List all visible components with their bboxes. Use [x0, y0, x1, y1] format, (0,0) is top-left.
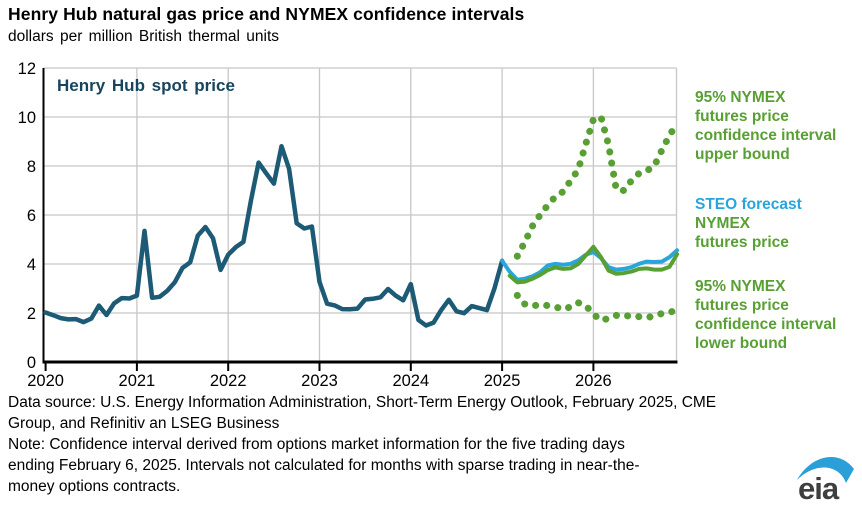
x-tick-label: 2026: [575, 372, 612, 390]
footer-notes: Data source: U.S. Energy Information Adm…: [8, 392, 716, 497]
y-tick-label: 2: [27, 305, 36, 323]
y-tick-label: 4: [27, 256, 36, 274]
y-tick-label: 0: [27, 354, 36, 372]
x-tick-label: 2021: [119, 372, 156, 390]
y-tick-label: 6: [27, 207, 36, 225]
data-source-line: Data source: U.S. Energy Information Adm…: [8, 394, 717, 411]
nymex-futures-line: [507, 244, 680, 285]
x-tick-label: 2022: [210, 372, 247, 390]
upper-bound-annotation-line: futures price: [695, 108, 789, 125]
lower-bound-annotation-line: lower bound: [695, 335, 788, 352]
x-tick-label: 2020: [27, 372, 64, 390]
spot-price-label: Henry Hub spot price: [57, 76, 235, 95]
x-tick-label: 2025: [484, 372, 521, 390]
upper-bound-annotation: 95% NYMEX futures price confidence inter…: [695, 88, 862, 164]
upper-bound-annotation-line: confidence interval: [695, 127, 837, 144]
eia-logo-swoosh: [797, 457, 854, 483]
eia-logo: eia: [797, 457, 854, 506]
note-line: Note: Confidence interval derived from o…: [8, 436, 625, 453]
upper-bound-dotted-line: [513, 113, 681, 260]
lower-bound-annotation-line: futures price: [695, 297, 789, 314]
eia-logo-text: eia: [798, 471, 840, 506]
note-line: ending February 6, 2025. Intervals not c…: [8, 457, 640, 474]
x-tick-label: 2024: [392, 372, 429, 390]
lower-bound-annotation: 95% NYMEX futures price confidence inter…: [695, 277, 862, 353]
steo-forecast-text: STEO forecast: [695, 196, 802, 213]
upper-bound-annotation-line: 95% NYMEX: [695, 89, 786, 106]
y-tick-label: 10: [18, 109, 36, 127]
note-line: money options contracts.: [8, 478, 181, 495]
steo-forecast-annotation: STEO forecast NYMEX futures price: [695, 195, 862, 252]
lower-bound-annotation-line: confidence interval: [695, 316, 837, 333]
steo-forecast-line: [500, 248, 680, 282]
lower-bound-dotted-line: [513, 291, 681, 324]
nymex-futures-text: futures price: [695, 234, 789, 251]
y-tick-label: 8: [27, 158, 36, 176]
page-title: Henry Hub natural gas price and NYMEX co…: [8, 4, 525, 24]
page-subtitle: dollars per million British thermal unit…: [8, 28, 280, 45]
nymex-futures-text: NYMEX: [695, 215, 751, 232]
y-tick-label: 12: [18, 60, 36, 78]
spot-price-line: [43, 143, 505, 328]
lower-bound-annotation-line: 95% NYMEX: [695, 278, 786, 295]
data-source-line: Group, and Refinitiv an LSEG Business: [8, 415, 280, 432]
upper-bound-annotation-line: upper bound: [695, 146, 790, 163]
x-tick-label: 2023: [301, 372, 338, 390]
